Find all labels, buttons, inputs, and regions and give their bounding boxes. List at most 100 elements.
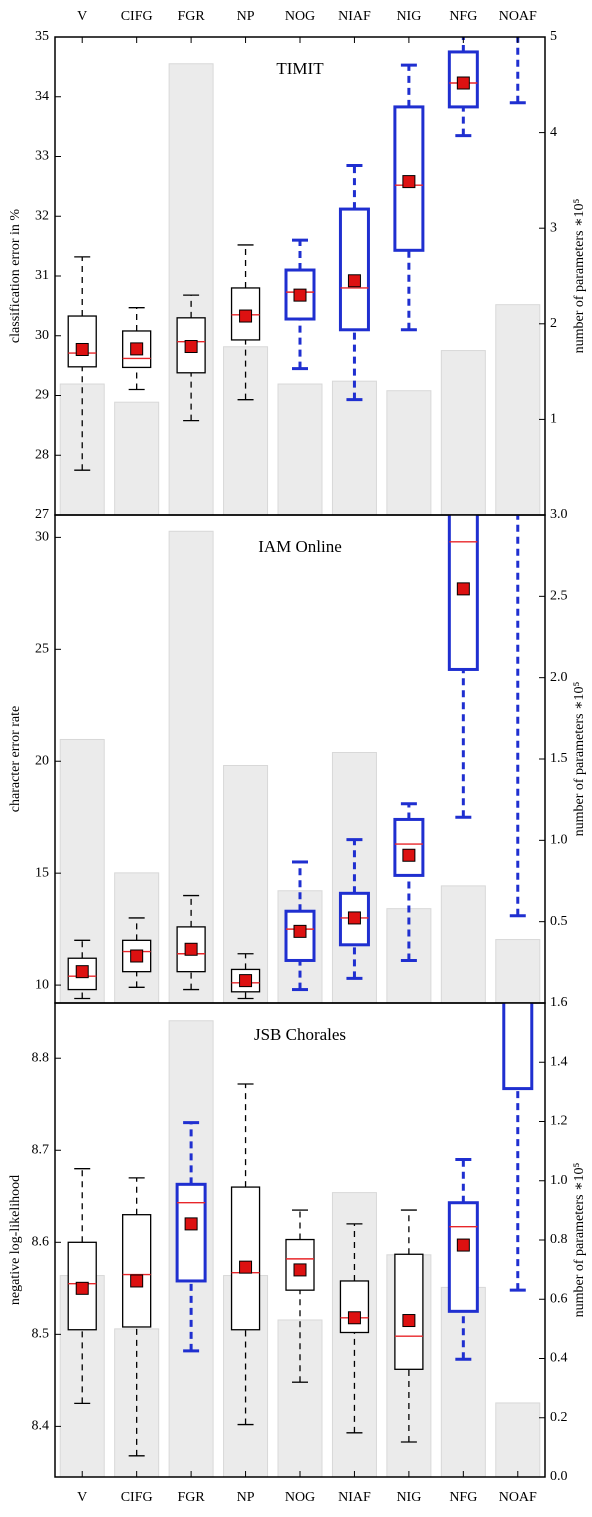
- mean-marker: [239, 974, 253, 988]
- y-tick-label: 35: [35, 29, 49, 44]
- x-tick-label: FGR: [177, 1490, 205, 1505]
- y2-tick-label: 2.0: [550, 670, 568, 685]
- parameter-bar: [440, 350, 486, 515]
- y-tick-label: 34: [35, 89, 49, 104]
- box: [338, 207, 370, 332]
- y-tick-label: 8.5: [32, 1327, 50, 1342]
- mean-marker: [130, 1274, 144, 1288]
- parameter-bar: [114, 401, 160, 515]
- y2-tick-label: 1: [550, 412, 557, 427]
- box: [175, 1182, 207, 1283]
- y2-tick-label: 1.6: [550, 995, 568, 1010]
- y2-tick-label: 1.5: [550, 751, 568, 766]
- y2-tick-label: 0.8: [550, 1232, 568, 1247]
- x-tick-label: FGR: [177, 9, 205, 24]
- mean-marker: [75, 1281, 89, 1295]
- x-tick-label: NOAF: [499, 9, 537, 24]
- box: [67, 315, 97, 368]
- x-tick-label: V: [77, 9, 87, 24]
- box: [502, 1003, 534, 1091]
- panel: [59, 515, 541, 1003]
- y2-tick-label: 0.0: [550, 1469, 568, 1484]
- y-tick-label: 10: [35, 977, 49, 992]
- x-tick-label: NOAF: [499, 1490, 537, 1505]
- y2-axis-label: number of parameters ∗10⁵: [572, 682, 587, 837]
- y-tick-label: 32: [35, 208, 49, 223]
- y-tick-label: 30: [35, 328, 49, 343]
- mean-marker: [184, 942, 198, 956]
- y-tick-label: 30: [35, 530, 49, 545]
- y-tick-label: 27: [35, 507, 49, 522]
- y2-tick-label: 1.2: [550, 1114, 568, 1129]
- mean-marker: [75, 342, 89, 356]
- mean-marker: [347, 274, 361, 288]
- parameter-bar: [168, 63, 214, 515]
- mean-marker: [75, 965, 89, 979]
- x-tick-label: NIG: [396, 1490, 421, 1505]
- y-tick-label: 29: [35, 388, 49, 403]
- panel-title: JSB Chorales: [254, 1025, 346, 1044]
- box: [339, 1280, 370, 1334]
- mean-marker: [239, 309, 253, 323]
- y2-tick-label: 1.4: [550, 1054, 568, 1069]
- y-tick-label: 8.4: [32, 1419, 50, 1434]
- parameter-bar: [223, 765, 269, 1003]
- parameter-bar: [495, 304, 541, 515]
- y2-tick-label: 3: [550, 220, 557, 235]
- x-tick-label: CIFG: [121, 9, 153, 24]
- y-tick-label: 25: [35, 642, 49, 657]
- y-tick-label: 15: [35, 865, 49, 880]
- x-tick-label: NP: [237, 1490, 255, 1505]
- y-tick-label: 8.8: [32, 1050, 50, 1065]
- box: [176, 926, 206, 973]
- mean-marker: [402, 1314, 416, 1328]
- mean-marker: [293, 1263, 307, 1277]
- y2-tick-label: 5: [550, 29, 557, 44]
- panel: [59, 37, 541, 515]
- parameter-bar: [440, 885, 486, 1003]
- y-tick-label: 8.7: [32, 1142, 50, 1157]
- y-axis-label: classification error in %: [8, 209, 23, 343]
- y2-axis-label: number of parameters ∗10⁵: [572, 1163, 587, 1318]
- y2-tick-label: 1.0: [550, 833, 568, 848]
- y2-tick-label: 3.0: [550, 507, 568, 522]
- y2-tick-label: 2.5: [550, 589, 568, 604]
- x-tick-label: CIFG: [121, 1490, 153, 1505]
- box: [394, 1253, 424, 1370]
- mean-marker: [239, 1260, 253, 1274]
- panel-title: TIMIT: [276, 59, 324, 78]
- y2-tick-label: 0.4: [550, 1351, 568, 1366]
- mean-marker: [402, 848, 416, 862]
- mean-marker: [130, 342, 144, 356]
- parameter-bar: [331, 380, 377, 515]
- mean-marker: [347, 1311, 361, 1325]
- box: [393, 817, 425, 877]
- y-tick-label: 33: [35, 149, 49, 164]
- parameter-bar: [495, 1402, 541, 1477]
- y2-axis-label: number of parameters ∗10⁵: [572, 199, 587, 354]
- mean-marker: [293, 924, 307, 938]
- box: [122, 1214, 152, 1328]
- x-tick-label: NFG: [449, 9, 477, 24]
- mean-marker: [184, 1217, 198, 1231]
- x-tick-label: NIAF: [338, 9, 371, 24]
- mean-marker: [456, 1238, 470, 1252]
- y2-tick-label: 0.5: [550, 914, 568, 929]
- mean-marker: [130, 949, 144, 963]
- box: [447, 50, 479, 109]
- box: [447, 1201, 479, 1313]
- panel: [59, 1003, 541, 1477]
- mean-marker: [402, 175, 416, 189]
- y-axis-label: character error rate: [8, 706, 23, 812]
- parameter-bar: [59, 383, 105, 515]
- y-tick-label: 31: [35, 268, 49, 283]
- parameter-bar: [495, 939, 541, 1003]
- mean-marker: [456, 582, 470, 596]
- x-tick-label: NOG: [285, 1490, 315, 1505]
- y-tick-label: 8.6: [32, 1235, 50, 1250]
- x-tick-label: NOG: [285, 9, 315, 24]
- y2-tick-label: 1.0: [550, 1173, 568, 1188]
- panel-title: IAM Online: [258, 537, 342, 556]
- mean-marker: [456, 76, 470, 90]
